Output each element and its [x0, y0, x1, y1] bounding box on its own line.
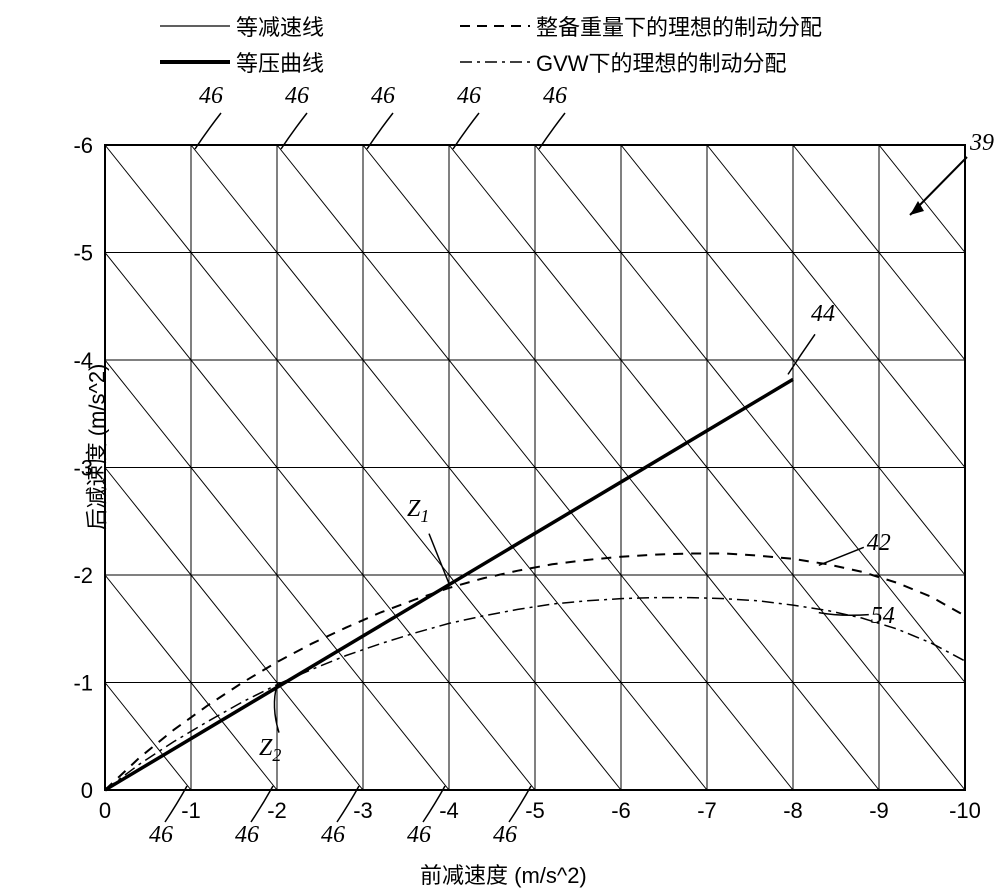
- callout-42: 42: [867, 530, 891, 557]
- svg-text:-4: -4: [439, 798, 459, 823]
- svg-text:-9: -9: [869, 798, 889, 823]
- legend-sample-thick-solid: [160, 52, 230, 72]
- legend-item-gvw: GVW下的理想的制动分配: [460, 46, 822, 78]
- svg-text:-6: -6: [611, 798, 631, 823]
- callout-54: 54: [871, 603, 895, 630]
- label-z2: Z2: [259, 735, 281, 766]
- callout-46-bottom: 46: [235, 822, 259, 849]
- svg-text:-7: -7: [697, 798, 717, 823]
- legend-label: 等减速线: [236, 10, 324, 42]
- callout-46-top: 46: [371, 83, 395, 110]
- legend-item-curb: 整备重量下的理想的制动分配: [460, 10, 822, 42]
- svg-text:-1: -1: [73, 671, 93, 696]
- legend-sample-thin-solid: [160, 16, 230, 36]
- label-z2-text: Z2: [259, 735, 281, 761]
- legend-item-isobaric: 等压曲线: [160, 46, 324, 78]
- legend-label: 等压曲线: [236, 46, 324, 78]
- svg-text:-2: -2: [267, 798, 287, 823]
- chart-container: 等减速线 等压曲线 整备重量下的理想的制动分配 GVW下的理想的制动分配 后减速…: [0, 0, 1000, 894]
- callout-44: 44: [811, 301, 835, 328]
- svg-text:0: 0: [99, 798, 111, 823]
- callout-46-top: 46: [199, 83, 223, 110]
- x-axis-label: 前减速度 (m/s^2): [420, 858, 587, 890]
- svg-text:-6: -6: [73, 133, 93, 158]
- legend-label: GVW下的理想的制动分配: [536, 46, 787, 78]
- svg-text:-1: -1: [181, 798, 201, 823]
- callout-39: 39: [970, 130, 994, 157]
- svg-text:-5: -5: [73, 241, 93, 266]
- legend-item-iso-decel: 等减速线: [160, 10, 324, 42]
- svg-text:-10: -10: [949, 798, 981, 823]
- svg-text:-8: -8: [783, 798, 803, 823]
- legend-right: 整备重量下的理想的制动分配 GVW下的理想的制动分配: [460, 10, 822, 82]
- callout-46-bottom: 46: [149, 822, 173, 849]
- legend-sample-dashed: [460, 16, 530, 36]
- callout-46-bottom: 46: [493, 822, 517, 849]
- svg-text:-5: -5: [525, 798, 545, 823]
- label-z1: Z1: [407, 496, 429, 527]
- callout-46-top: 46: [285, 83, 309, 110]
- svg-text:-2: -2: [73, 563, 93, 588]
- callout-46-bottom: 46: [321, 822, 345, 849]
- plot-svg: 0-1-2-3-4-5-6-7-8-9-100-1-2-3-4-5-6: [0, 0, 1000, 894]
- svg-text:0: 0: [81, 778, 93, 803]
- legend-sample-dashdot: [460, 52, 530, 72]
- legend-label: 整备重量下的理想的制动分配: [536, 10, 822, 42]
- legend-left: 等减速线 等压曲线: [160, 10, 324, 82]
- callout-46-top: 46: [457, 83, 481, 110]
- callout-46-bottom: 46: [407, 822, 431, 849]
- y-axis-label: 后减速度 (m/s^2): [79, 364, 111, 531]
- callout-46-top: 46: [543, 83, 567, 110]
- svg-text:-3: -3: [353, 798, 373, 823]
- label-z1-text: Z1: [407, 496, 429, 522]
